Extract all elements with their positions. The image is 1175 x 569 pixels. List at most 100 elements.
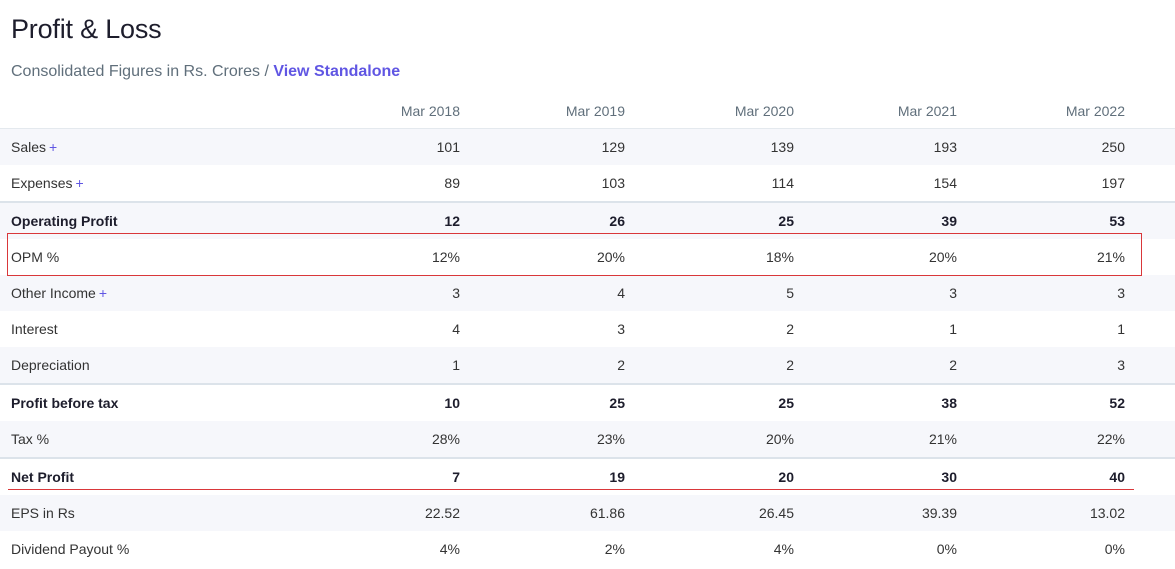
value-cell: 2 (460, 347, 625, 384)
value-cell: 22% (957, 421, 1125, 458)
value-cell: 10 (300, 383, 460, 421)
row-label[interactable]: Other Income + (0, 275, 300, 311)
row-label-text: Sales (11, 139, 47, 155)
row-label[interactable]: Sales + (0, 128, 300, 165)
value-cell: 13.02 (957, 495, 1125, 531)
value-cell: 12 (300, 201, 460, 239)
value-cell: 53 (957, 201, 1125, 239)
spacer-cell (1125, 457, 1175, 495)
value-cell: 25 (625, 383, 794, 421)
column-header: Mar 2019 (460, 94, 625, 129)
value-cell: 4 (460, 275, 625, 311)
row-label: Depreciation (0, 347, 300, 384)
spacer-cell (1125, 275, 1175, 311)
row-label-text: Tax % (11, 431, 50, 447)
column-header: Mar 2021 (794, 94, 957, 129)
table-row-tax: Tax % 28% 23% 20% 21% 22% (0, 421, 1175, 458)
row-label-text: Net Profit (11, 469, 74, 485)
value-cell: 2% (604, 541, 625, 557)
value-cell: 61.86 (460, 495, 625, 531)
table-row-sales: Sales + 101 129 139 193 250 (0, 128, 1175, 165)
value-cell: 25 (625, 201, 794, 239)
value-cell: 40 (957, 457, 1125, 495)
value-cell: 20% (625, 421, 794, 458)
value-cell: 23% (460, 421, 625, 458)
value-cell: 5 (625, 275, 794, 311)
expand-plus-icon[interactable]: + (49, 139, 58, 155)
value-cell: 52 (957, 383, 1125, 421)
value-cell: 139 (625, 128, 794, 165)
value-cell: 7 (300, 457, 460, 495)
value-cell: 0% (936, 541, 957, 557)
value-cell: 250 (957, 128, 1125, 165)
spacer-cell (1125, 201, 1175, 239)
page-title: Profit & Loss (11, 14, 162, 44)
page-subtitle: Consolidated Figures in Rs. Crores / Vie… (11, 63, 400, 81)
value-cell: 20 (625, 457, 794, 495)
table-row-dividend-payout: Dividend Payout % 4% 2% 4% 0% 0% (0, 531, 1175, 567)
value-cell: 3 (617, 321, 625, 337)
view-standalone-link[interactable]: View Standalone (273, 63, 401, 80)
spacer-cell (1125, 239, 1175, 275)
row-label-text: EPS in Rs (11, 505, 75, 521)
value-cell: 114 (771, 175, 794, 191)
row-label-text: Operating Profit (11, 213, 118, 229)
value-cell: 89 (444, 175, 460, 191)
expand-plus-icon[interactable]: + (98, 285, 108, 301)
table-row-interest: Interest 4 3 2 1 1 (0, 311, 1175, 347)
row-label: Net Profit (0, 457, 300, 495)
column-header: Mar 2018 (300, 94, 460, 129)
row-label: Dividend Payout % (0, 531, 300, 567)
value-cell: 26 (460, 201, 625, 239)
profit-loss-table: Mar 2018 Mar 2019 Mar 2020 Mar 2021 Mar … (0, 94, 1175, 567)
value-cell: 1 (300, 347, 460, 384)
spacer-cell (1125, 311, 1175, 347)
value-cell: 20% (596, 249, 625, 265)
value-cell: 21% (1096, 249, 1125, 265)
column-header: Mar 2020 (625, 94, 794, 129)
table-row-profit-before-tax: Profit before tax 10 25 25 38 52 (0, 383, 1175, 421)
value-cell: 193 (794, 128, 957, 165)
value-cell: 129 (460, 128, 625, 165)
value-cell: 38 (794, 383, 957, 421)
spacer-cell (1125, 531, 1175, 567)
value-cell: 101 (300, 128, 460, 165)
row-label-text: Profit before tax (11, 395, 119, 411)
value-cell: 1 (1117, 321, 1125, 337)
value-cell: 154 (933, 175, 957, 191)
row-label-text: Other Income (11, 285, 96, 301)
value-cell: 0% (1104, 541, 1125, 557)
value-cell: 28% (300, 421, 460, 458)
row-label[interactable]: Expenses + (0, 165, 300, 202)
table-row-operating-profit: Operating Profit 12 26 25 39 53 (0, 201, 1175, 239)
table-row-net-profit: Net Profit 7 19 20 30 40 (0, 457, 1175, 495)
row-label: Interest (0, 311, 300, 347)
row-label: Profit before tax (0, 383, 300, 421)
value-cell: 103 (601, 175, 625, 191)
row-label: OPM % (0, 239, 300, 275)
table-row-depreciation: Depreciation 1 2 2 2 3 (0, 347, 1175, 384)
table-row-eps: EPS in Rs 22.52 61.86 26.45 39.39 13.02 (0, 495, 1175, 531)
value-cell: 19 (460, 457, 625, 495)
value-cell: 4 (452, 321, 460, 337)
value-cell: 2 (625, 347, 794, 384)
value-cell: 1 (949, 321, 957, 337)
value-cell: 20% (928, 249, 957, 265)
spacer-cell (1125, 128, 1175, 165)
subtitle-text: Consolidated Figures in Rs. Crores / (11, 63, 274, 80)
value-cell: 2 (786, 321, 794, 337)
row-label-text: Dividend Payout % (11, 541, 130, 557)
row-label-text: Depreciation (11, 357, 90, 373)
value-cell: 4% (773, 541, 794, 557)
row-label-text: Expenses (11, 175, 73, 191)
column-header: Mar 2022 (957, 94, 1125, 129)
row-label-text: Interest (11, 321, 58, 337)
value-cell: 21% (794, 421, 957, 458)
value-cell: 3 (300, 275, 460, 311)
expand-plus-icon[interactable]: + (75, 175, 84, 191)
row-label: Operating Profit (0, 201, 300, 239)
table-row-other-income: Other Income + 3 4 5 3 3 (0, 275, 1175, 311)
spacer-cell (1125, 421, 1175, 458)
value-cell: 197 (1101, 175, 1125, 191)
value-cell: 2 (794, 347, 957, 384)
